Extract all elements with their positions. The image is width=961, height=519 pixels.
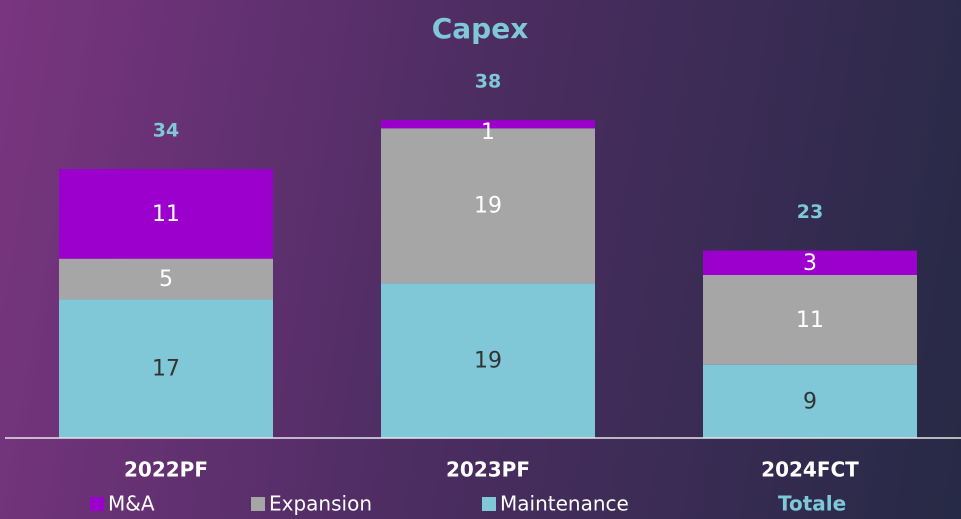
legend-swatch (251, 497, 265, 511)
x-tick-label: 2024FCT (761, 458, 859, 482)
legend-total: Totale (778, 492, 846, 516)
x-tick-label: 2022PF (124, 458, 208, 482)
bar-segment (381, 120, 595, 129)
segment-label: 9 (803, 389, 817, 414)
total-label: 38 (475, 71, 501, 93)
segment-label: 19 (474, 194, 502, 219)
bar-segment (703, 364, 917, 438)
bar-segment (59, 258, 273, 300)
bar-segment (381, 283, 595, 438)
total-label: 23 (797, 201, 823, 223)
bar-segment (703, 275, 917, 365)
total-label: 34 (153, 120, 179, 142)
segment-label: 5 (159, 267, 173, 292)
segment-label: 11 (152, 202, 180, 227)
segment-label: 19 (474, 349, 502, 374)
chart-title: Capex (432, 12, 529, 45)
legend-swatch (90, 497, 104, 511)
x-tick-label: 2023PF (446, 458, 530, 482)
bar-segment (703, 250, 917, 275)
legend-text: Maintenance (500, 492, 629, 516)
segment-label: 11 (796, 308, 824, 333)
bar-segment (59, 169, 273, 259)
bar-segment (59, 299, 273, 438)
legend-swatch (482, 497, 496, 511)
segment-label: 1 (481, 120, 495, 145)
legend-text: M&A (108, 492, 155, 516)
segment-label: 17 (152, 357, 180, 382)
bar-segment (381, 128, 595, 284)
legend-text: Expansion (269, 492, 372, 516)
segment-label: 3 (803, 251, 817, 276)
